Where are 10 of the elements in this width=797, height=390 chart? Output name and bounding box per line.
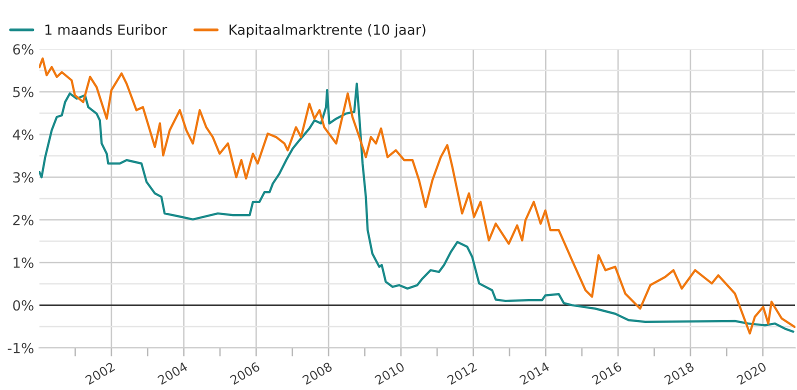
- y-tick-label: 3%: [13, 172, 34, 183]
- legend-label: Kapitaalmarktrente (10 jaar): [230, 24, 426, 38]
- y-tick-label: -1%: [8, 342, 34, 354]
- y-tick-label: 4%: [12, 129, 34, 140]
- y-tick-label: 5%: [13, 86, 34, 98]
- y-tick-label: 2%: [13, 214, 34, 226]
- y-tick-label: 0%: [13, 300, 34, 311]
- y-tick-label: 1%: [14, 257, 34, 268]
- legend-label: 1 maands Euribor: [45, 24, 168, 35]
- y-tick-label: 6%: [13, 44, 34, 55]
